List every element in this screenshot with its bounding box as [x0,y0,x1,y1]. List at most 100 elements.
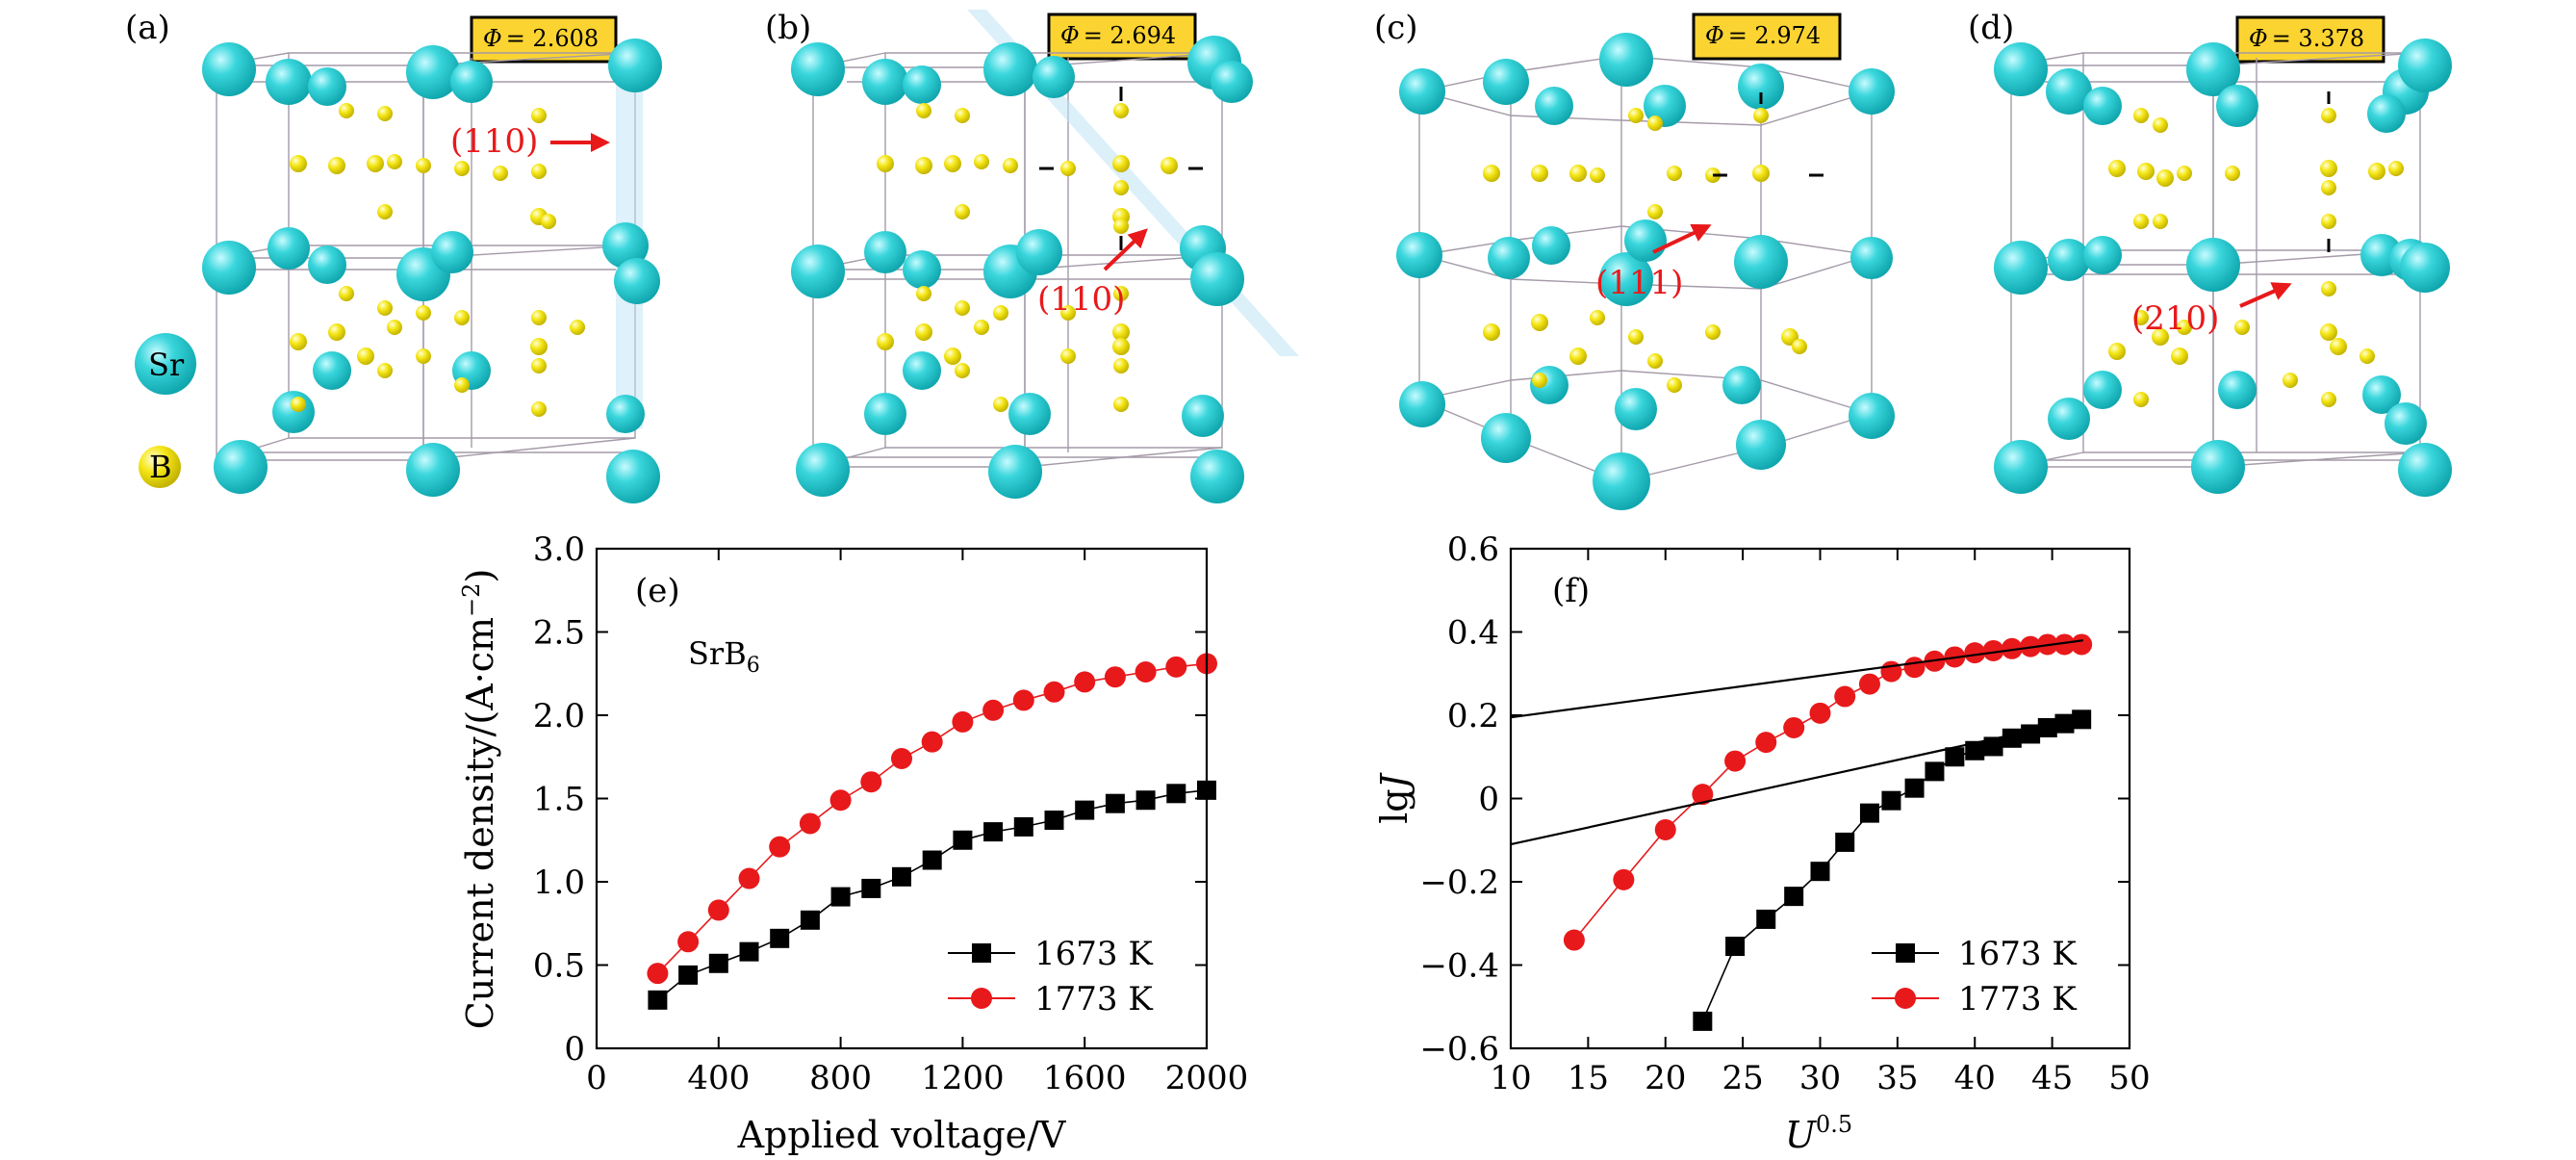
chart-e-ytick-label: 0 [564,1030,585,1069]
chart-e-point-circle [738,867,760,889]
chart-e-point-square [892,866,911,887]
panel-label-d: (d) [1968,9,2014,47]
chart-f-point-square [1756,909,1776,929]
structure-panel-c: (c) Φ = 2.974 [1374,9,1895,510]
b-atoms-d [2108,108,2404,407]
chart-f-xtick-label: 35 [1876,1059,1918,1097]
chart-e-point-square [830,887,851,907]
bond-marks-c [1713,92,1824,177]
plane-arrow-d [2239,282,2292,308]
chart-f-legend-marker-1673 [1896,943,1915,963]
chart-f-point-square [1965,740,1985,760]
chart-e-point-circle [707,899,729,921]
chart-f-xtick-label: 30 [1799,1059,1841,1097]
chart-f-xtick-label: 10 [1490,1059,1531,1097]
structure-panel-b: (b) Φ = 2.694 [765,9,1299,503]
chart-e-ytick-label: 1.0 [533,864,585,902]
chart-f-series-line-0 [1701,718,2082,1022]
chart-e-point-square [708,953,728,973]
structure-panel-a: (a) Φ = 2.608 [125,9,662,503]
chart-f-point-circle [1613,868,1635,890]
chart-e-series-line-1 [656,662,1208,974]
sr-atoms-a [202,39,662,503]
chart-f-xtick-label: 20 [1645,1059,1686,1097]
chart-f-point-circle [1755,732,1777,754]
chart-f-point-circle [1563,929,1585,951]
chart-e-point-circle [860,771,882,793]
bond-marks-b [1039,87,1203,250]
chart-e-point-circle [891,747,912,769]
atom-legend: Sr B [135,333,196,488]
b-legend-label: B [149,449,172,485]
chart-e-xtick-label: 400 [687,1059,750,1097]
chart-f-point-circle [2053,633,2076,656]
chart-e-point-square [1105,793,1125,813]
chart-f-legend-label-1673: 1673 K [1958,935,2077,973]
panel-label-c: (c) [1374,9,1418,47]
chart-f-xtick-label: 40 [1954,1059,1996,1097]
chart-e-point-square [922,850,942,870]
crystal-structures: (a) Φ = 2.608 [125,9,2452,510]
chart-e-xtick-label: 1600 [1043,1059,1127,1097]
chart-e-point-square [953,830,973,850]
chart-f-panel-label: (f) [1552,572,1590,610]
chart-f-legend: 1673 K 1773 K [1872,935,2077,1018]
chart-e-point-square [770,928,790,948]
chart-f-point-square [1983,736,2003,757]
phi-badge-a: Φ = 2.608 [470,15,618,64]
chart-e-point-circle [1074,671,1096,693]
phi-value-b: = 2.694 [1084,22,1176,49]
phi-value-d: = 3.378 [2272,25,2364,52]
chart-f-series-line-1 [1573,643,2082,941]
plane-label-a: (110) [450,122,538,161]
chart-f-fit-line [1510,639,2083,719]
chart-e-frame [595,547,1209,1050]
svg-text:Φ= 3.378: Φ = 3.378 [2249,25,2364,52]
chart-e-legend-label-1673: 1673 K [1034,935,1153,973]
chart-f-point-square [1904,778,1925,798]
chart-f-xlabel: U0.5 [1785,1111,1852,1156]
chart-f-point-circle [1858,673,1880,695]
chart-f-point-square [1925,761,1945,782]
chart-f-xtick-label: 25 [1722,1059,1763,1097]
plane-label-d: (210) [2131,299,2219,338]
phi-value-c: = 2.974 [1728,22,1821,49]
chart-f-point-square [1859,803,1879,823]
chart-f-point-circle [1783,716,1805,738]
chart-f-point-circle [1982,639,2004,661]
chart-e-ytick-label: 2.5 [533,614,585,653]
chart-e-point-circle [952,710,974,733]
chart-e-legend-marker-1773 [971,988,992,1009]
chart-e-point-square [1044,810,1064,830]
chart-e-point-circle [1043,681,1065,703]
chart-f-point-circle [1809,702,1831,724]
chart-f-point-square [1810,862,1830,882]
chart-f-xtick-label: 50 [2108,1059,2150,1097]
chart-e-point-square [1075,800,1095,820]
chart-f-marks: 10 15 20 25 30 35 40 45 50 −0.6 −0.4 −0.2 0 0.2 0.4 0.6 [1419,530,2150,1097]
chart-e-xtick-label: 1200 [921,1059,1005,1097]
chart-f-point-square [1945,747,1965,767]
chart-e-panel-label: (e) [635,572,680,610]
chart-f-ytick-label: −0.6 [1419,1030,1499,1069]
phi-value-a: = 2.608 [506,25,599,52]
panel-label-a: (a) [125,9,170,47]
chart-e-point-square [1135,790,1156,811]
chart-f-ytick-label: 0.2 [1447,697,1499,735]
chart-e-point-square [800,910,820,930]
chart-f-point-circle [2001,637,2023,659]
sr-legend-swatch [135,333,196,395]
svg-text:Φ= 2.608: Φ = 2.608 [483,25,599,52]
chart-f-point-circle [1903,657,1926,679]
chart-f-point-square [1881,790,1901,811]
phi-symbol-b: Φ [1060,22,1080,49]
sr-legend-label: Sr [148,347,185,383]
plane-arrow-b [1103,228,1148,271]
chart-f-point-circle [1654,818,1676,840]
chart-e-point-circle [769,836,791,858]
chart-e-point-circle [677,931,700,953]
chart-e-point-square [1013,816,1033,837]
chart-e-point-circle [982,699,1005,721]
panel-label-b: (b) [765,9,811,47]
